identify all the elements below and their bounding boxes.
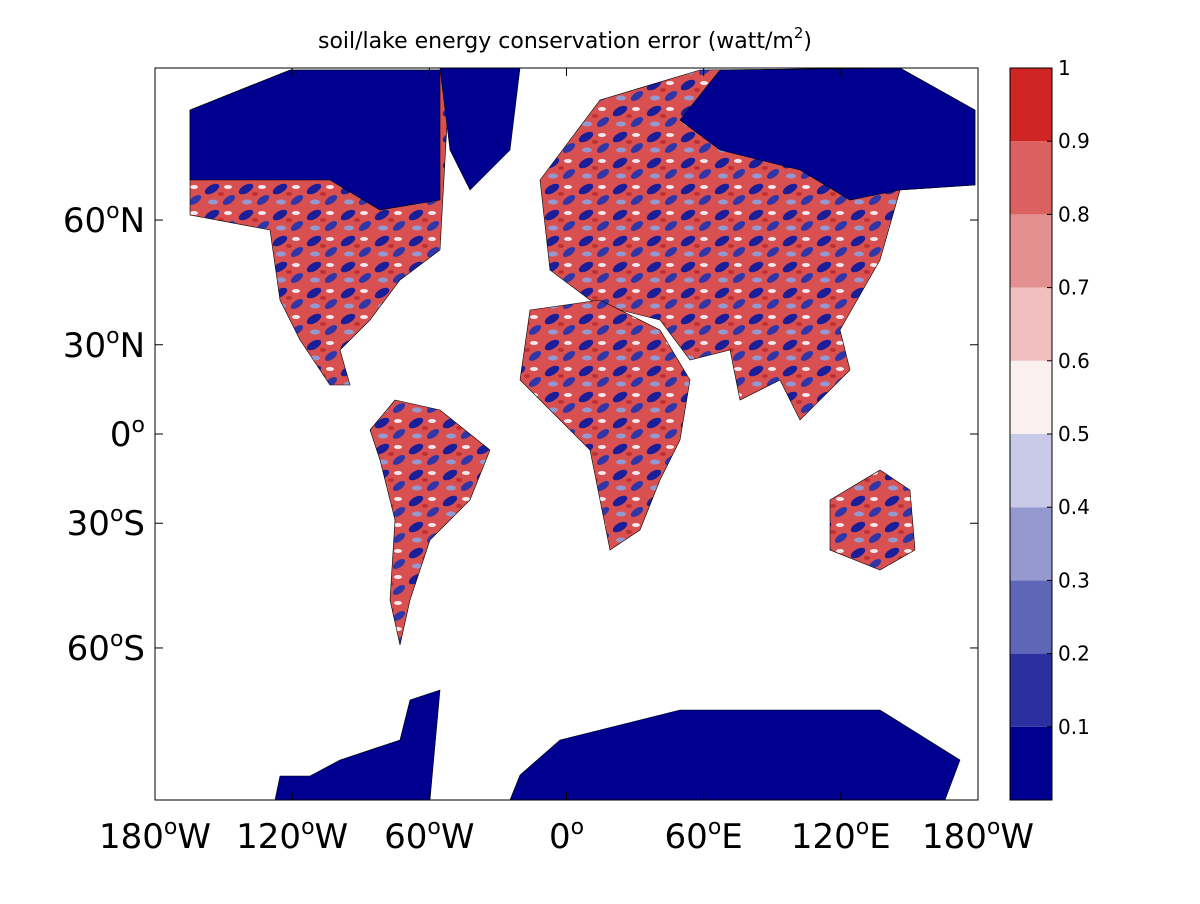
tick-number: 60 [63, 201, 106, 241]
tick-number: 60 [384, 817, 427, 857]
tick-degree: o [164, 815, 177, 840]
australia [829, 469, 916, 571]
tick-label: 120oW [236, 815, 348, 857]
tick-number: 0 [110, 415, 132, 455]
tick-label: 0o [549, 815, 584, 857]
axes: 180oW 120oW 60oW 0o 60oE 120oE 180oW60oN30oN0o… [63, 68, 1034, 857]
tick-degree: o [708, 815, 721, 840]
tick-number: 60 [67, 629, 110, 669]
tick-degree: o [106, 199, 119, 224]
antarctica-east [509, 709, 961, 801]
south-america [369, 399, 491, 646]
colorbar-tick-label: 1 [1058, 56, 1071, 80]
tick-degree: o [110, 627, 123, 652]
colorbar-tick-label: 0.2 [1058, 642, 1090, 666]
tick-hemisphere: W [1000, 817, 1034, 857]
colorbar-swatch [1010, 434, 1052, 508]
tick-degree: o [132, 413, 145, 438]
colorbar-tick-label: 0.3 [1058, 568, 1090, 592]
colorbar-tick-label: 0.4 [1058, 495, 1090, 519]
colorbar-tick-label: 0.1 [1058, 715, 1090, 739]
siberia-ice [679, 67, 976, 201]
tick-number: 120 [791, 817, 856, 857]
colorbar-tick-label: 0.6 [1058, 349, 1090, 373]
tick-hemisphere: W [177, 817, 211, 857]
colorbar-tick-label: 0.8 [1058, 202, 1090, 226]
tick-label: 60oS [67, 627, 145, 669]
tick-number: 60 [665, 817, 708, 857]
land [189, 67, 976, 801]
tick-degree: o [571, 815, 584, 840]
tick-number: 30 [67, 504, 110, 544]
colorbar-swatch [1010, 653, 1052, 727]
colorbar-swatch [1010, 507, 1052, 581]
canada-ice [189, 69, 441, 211]
tick-hemisphere: S [123, 504, 145, 544]
tick-label: 60oN [63, 199, 145, 241]
greenland [439, 67, 521, 191]
colorbar-tick-label: 0.7 [1058, 276, 1090, 300]
colorbar-swatch [1010, 141, 1052, 215]
tick-degree: o [427, 815, 440, 840]
tick-hemisphere: E [869, 817, 890, 857]
africa [519, 299, 691, 551]
colorbar-swatch [1010, 360, 1052, 434]
tick-label: 60oW [384, 815, 474, 857]
tick-number: 120 [236, 817, 301, 857]
colorbar-tick-label: 0.5 [1058, 422, 1090, 446]
tick-hemisphere: E [721, 817, 742, 857]
colorbar-swatch [1010, 726, 1052, 800]
colorbar: 0.1 0.2 0.3 0.4 0.5 0.6 0.7 0.8 0.9 1 [1009, 56, 1090, 801]
antarctica-west [274, 689, 441, 801]
tick-degree: o [110, 502, 123, 527]
tick-degree: o [106, 324, 119, 349]
colorbar-swatch [1010, 580, 1052, 654]
colorbar-swatch [1010, 68, 1052, 142]
chart-title: soil/lake energy conservation error (wat… [318, 24, 812, 54]
tick-label: 180oW [99, 815, 211, 857]
tick-label: 30oS [67, 502, 145, 544]
tick-label: 60oE [665, 815, 743, 857]
tick-label: 0o [110, 413, 145, 455]
tick-hemisphere: N [120, 326, 145, 366]
tick-degree: o [987, 815, 1000, 840]
tick-number: 180 [922, 817, 987, 857]
tick-number: 180 [99, 817, 164, 857]
colorbar-tick-label: 0.9 [1058, 129, 1090, 153]
tick-degree: o [301, 815, 314, 840]
tick-number: 0 [549, 817, 571, 857]
tick-hemisphere: S [123, 629, 145, 669]
tick-label: 120oE [791, 815, 891, 857]
tick-number: 30 [63, 326, 106, 366]
tick-hemisphere: W [441, 817, 475, 857]
colorbar-swatch [1010, 287, 1052, 361]
tick-hemisphere: W [315, 817, 349, 857]
tick-label: 30oN [63, 324, 145, 366]
tick-label: 180oW [922, 815, 1034, 857]
colorbar-swatch [1010, 214, 1052, 288]
tick-hemisphere: N [120, 201, 145, 241]
tick-degree: o [856, 815, 869, 840]
